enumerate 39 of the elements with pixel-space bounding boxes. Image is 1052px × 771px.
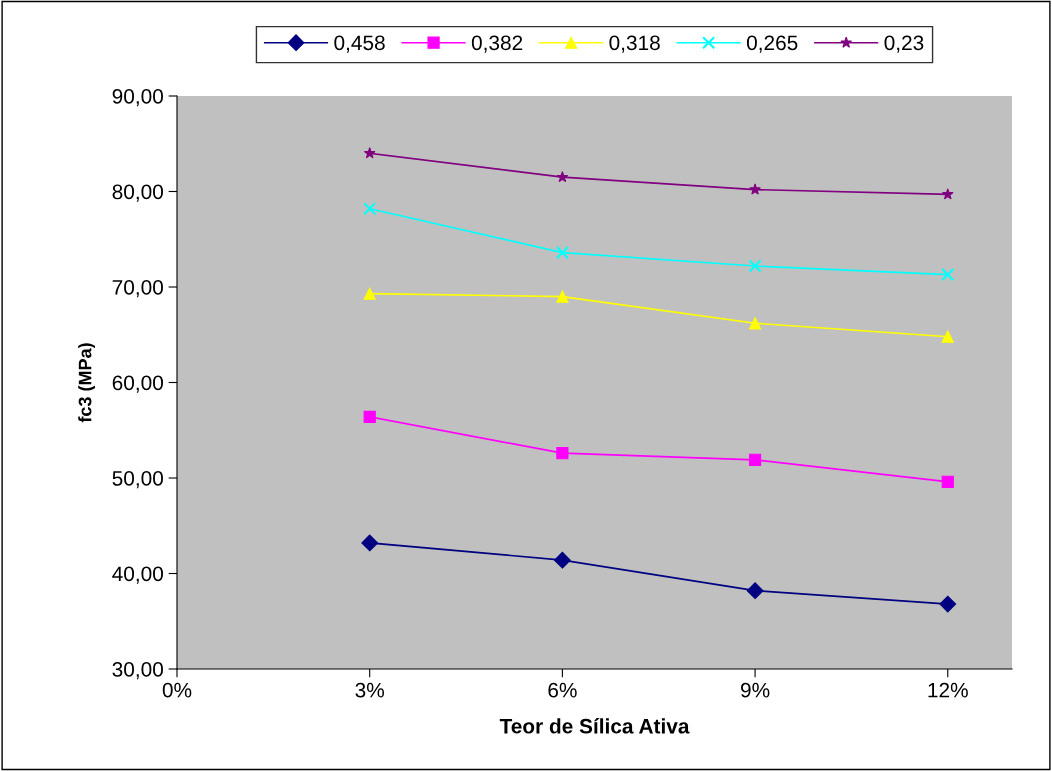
point <box>556 171 569 183</box>
x-tick-label: 3% <box>355 682 385 698</box>
point <box>556 447 569 460</box>
point <box>941 330 954 343</box>
point <box>939 595 957 613</box>
y-tick-label: 80,00 <box>112 184 163 202</box>
point <box>555 246 569 260</box>
y-tick-label: 50,00 <box>112 471 163 489</box>
x-axis-title: Teor de Sílica Ativa <box>499 718 690 734</box>
point <box>556 290 569 303</box>
x-tick-label: 12% <box>928 682 968 698</box>
point <box>363 147 376 159</box>
y-tick-label: 70,00 <box>112 280 163 298</box>
point <box>941 475 954 488</box>
y-tick-label: 60,00 <box>112 375 163 393</box>
y-tick-label: 90,00 <box>112 89 163 107</box>
x-tick-label: 6% <box>548 682 577 698</box>
point <box>749 183 761 195</box>
point <box>363 410 376 423</box>
point <box>363 287 376 300</box>
point <box>748 317 762 330</box>
legend-label: 0,318 <box>609 35 660 53</box>
y-tick-label: 40,00 <box>112 566 163 584</box>
legend-label: 0,265 <box>746 35 798 53</box>
legend-label: 0,23 <box>884 35 924 53</box>
point <box>941 267 955 282</box>
point <box>941 188 954 200</box>
point <box>748 259 762 273</box>
point <box>361 534 379 552</box>
point <box>748 453 762 466</box>
legend-label: 0,382 <box>471 35 523 53</box>
y-tick-label: 30,00 <box>112 662 163 680</box>
point <box>363 202 377 216</box>
x-tick-label: 0% <box>162 682 192 698</box>
point <box>746 582 764 600</box>
x-tick-label: 9% <box>741 682 770 698</box>
legend-label: 0,458 <box>334 35 385 53</box>
point <box>553 551 571 569</box>
y-axis-title: fc3 (MPa) <box>78 343 96 423</box>
